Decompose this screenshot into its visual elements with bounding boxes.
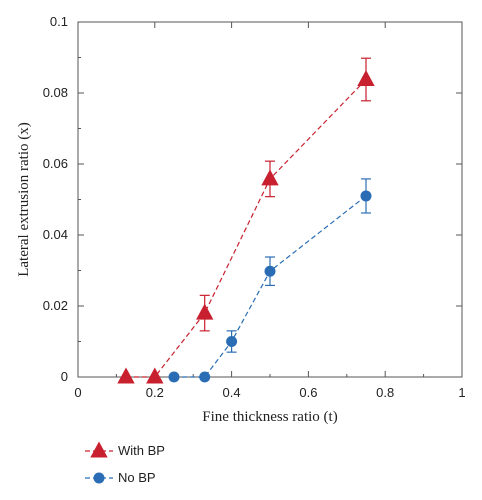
data-point [146, 367, 164, 384]
series-with-bp [117, 57, 375, 384]
data-point [261, 169, 279, 186]
plot-frame [77, 21, 463, 378]
legend-marker [90, 441, 108, 458]
y-tick-label: 0.04 [43, 227, 68, 242]
y-tick-label: 0.02 [43, 298, 68, 313]
x-tick-label: 0.2 [146, 385, 164, 400]
y-tick-label: 0.1 [50, 14, 68, 29]
x-tick-label: 0.6 [299, 385, 317, 400]
legend-label: No BP [118, 470, 156, 485]
series-layer [117, 57, 375, 384]
plot-frame-rect [77, 21, 463, 378]
legend: With BP No BP [85, 441, 165, 485]
data-point [117, 367, 135, 384]
data-point [360, 190, 372, 202]
series-no-bp [168, 178, 372, 383]
x-axis-title: Fine thickness ratio (t) [202, 409, 337, 425]
legend-item-no-bp: No BP [85, 470, 156, 485]
data-point [226, 336, 238, 347]
legend-item-with-bp: With BP [85, 441, 165, 458]
y-axis-ticks: 0 0.02 0.04 0.06 0.08 0.1 [43, 14, 462, 384]
data-point [196, 303, 214, 320]
data-point [199, 371, 211, 383]
y-axis-title: Lateral extrusion ratio (x) [16, 122, 32, 277]
series-line-with-bp [126, 79, 367, 378]
data-point [168, 371, 180, 383]
x-tick-label: 0.8 [376, 385, 394, 400]
x-tick-label: 0.4 [223, 385, 241, 400]
data-point [264, 265, 276, 277]
series-line-no-bp [174, 195, 367, 378]
legend-marker [93, 472, 105, 484]
x-tick-label: 0 [74, 385, 81, 400]
x-tick-label: 1 [458, 385, 465, 400]
y-tick-label: 0 [61, 369, 68, 384]
legend-label: With BP [118, 443, 165, 458]
x-axis-ticks: 0 0.2 0.4 0.6 0.8 1 [74, 22, 466, 400]
y-tick-label: 0.08 [43, 85, 68, 100]
data-point [357, 69, 375, 86]
y-tick-label: 0.06 [43, 156, 68, 171]
